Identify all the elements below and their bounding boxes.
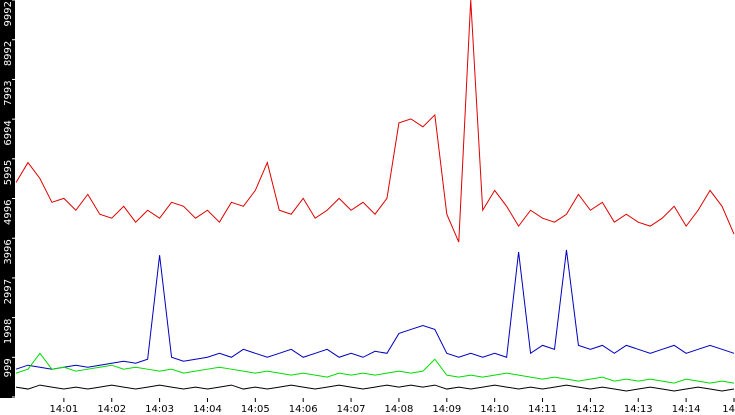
- y-tick-label: 5995: [3, 160, 14, 185]
- series-line: [15, 249, 735, 370]
- y-tick-label: 4996: [3, 200, 14, 225]
- x-tick-label: 14:13: [624, 404, 653, 415]
- x-tick-label: 14:05: [241, 404, 270, 415]
- series-line: [15, 0, 735, 243]
- x-tick-label: 14:12: [576, 404, 605, 415]
- y-tick-label: 1998: [3, 319, 14, 344]
- x-tick-label: 14:09: [432, 404, 461, 415]
- x-tick-label: 14:01: [49, 404, 78, 415]
- x-tick-label: 14:10: [480, 404, 509, 415]
- x-tick-label: 14:02: [97, 404, 126, 415]
- x-tick-label: 14:03: [145, 404, 174, 415]
- y-tick-label: 6994: [3, 120, 14, 145]
- y-tick-label: 9992: [3, 1, 14, 26]
- x-tick-label: 14:07: [337, 404, 366, 415]
- series-line: [15, 384, 735, 392]
- x-tick-label: 14: [722, 404, 735, 415]
- series-line: [15, 352, 735, 384]
- y-tick-label: 0: [3, 398, 14, 404]
- x-tick-label: 14:06: [289, 404, 318, 415]
- x-tick-label: 14:14: [672, 404, 701, 415]
- y-tick-label: 8992: [3, 41, 14, 66]
- y-tick-label: 999: [3, 358, 14, 377]
- y-tick-label: 7993: [3, 80, 14, 105]
- plot-area: [15, 0, 735, 392]
- x-tick-label: 14:11: [528, 404, 557, 415]
- y-tick-label: 3996: [3, 239, 14, 264]
- y-axis-strip: [0, 0, 15, 398]
- x-tick-label: 14:04: [193, 404, 222, 415]
- y-tick-label: 2997: [3, 279, 14, 304]
- x-tick-label: 14:08: [385, 404, 414, 415]
